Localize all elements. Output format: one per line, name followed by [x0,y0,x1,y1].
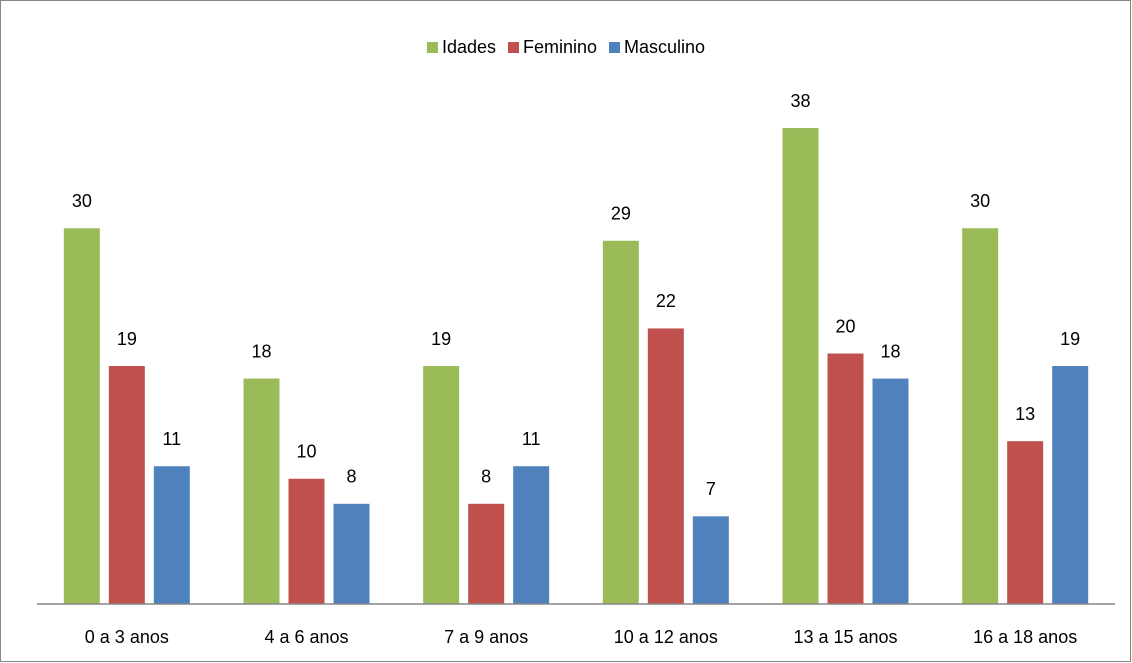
legend-swatch [507,42,519,53]
bar [153,466,190,604]
data-label: 11 [162,429,181,449]
data-label: 18 [880,341,900,361]
data-label: 19 [117,329,137,349]
data-label: 30 [72,191,92,211]
legend-label: Masculino [624,37,705,57]
bar [108,366,145,604]
legend-label: Idades [442,37,496,57]
bar [872,378,909,604]
data-label: 22 [656,291,676,311]
bar [827,353,864,604]
data-label: 13 [1015,404,1035,424]
bar [692,516,729,604]
data-label: 8 [346,467,356,487]
bar [288,478,325,604]
bar [1052,366,1089,604]
bar [423,366,460,604]
legend-swatch [426,42,438,53]
x-tick-label: 16 a 18 anos [973,627,1077,647]
legend-swatch [609,42,621,53]
bar [63,228,100,604]
data-label: 11 [522,429,541,449]
bar [333,503,370,604]
data-label: 38 [790,91,810,111]
bar [513,466,550,604]
bar [1007,441,1044,604]
bar [243,378,280,604]
bar [647,328,684,604]
bar [962,228,999,604]
data-label: 19 [1060,329,1080,349]
data-label: 18 [251,341,271,361]
x-tick-label: 4 a 6 anos [264,627,348,647]
data-label: 19 [431,329,451,349]
x-tick-label: 10 a 12 anos [614,627,718,647]
data-label: 29 [611,204,631,224]
bar [602,240,639,604]
data-label: 10 [296,442,316,462]
x-tick-label: 0 a 3 anos [85,627,169,647]
data-label: 7 [706,479,716,499]
x-tick-label: 13 a 15 anos [793,627,897,647]
data-label: 30 [970,191,990,211]
bar [782,128,819,605]
legend-label: Feminino [523,37,597,57]
x-tick-label: 7 a 9 anos [444,627,528,647]
data-label: 20 [835,316,855,336]
bar [468,503,505,604]
data-label: 8 [481,467,491,487]
